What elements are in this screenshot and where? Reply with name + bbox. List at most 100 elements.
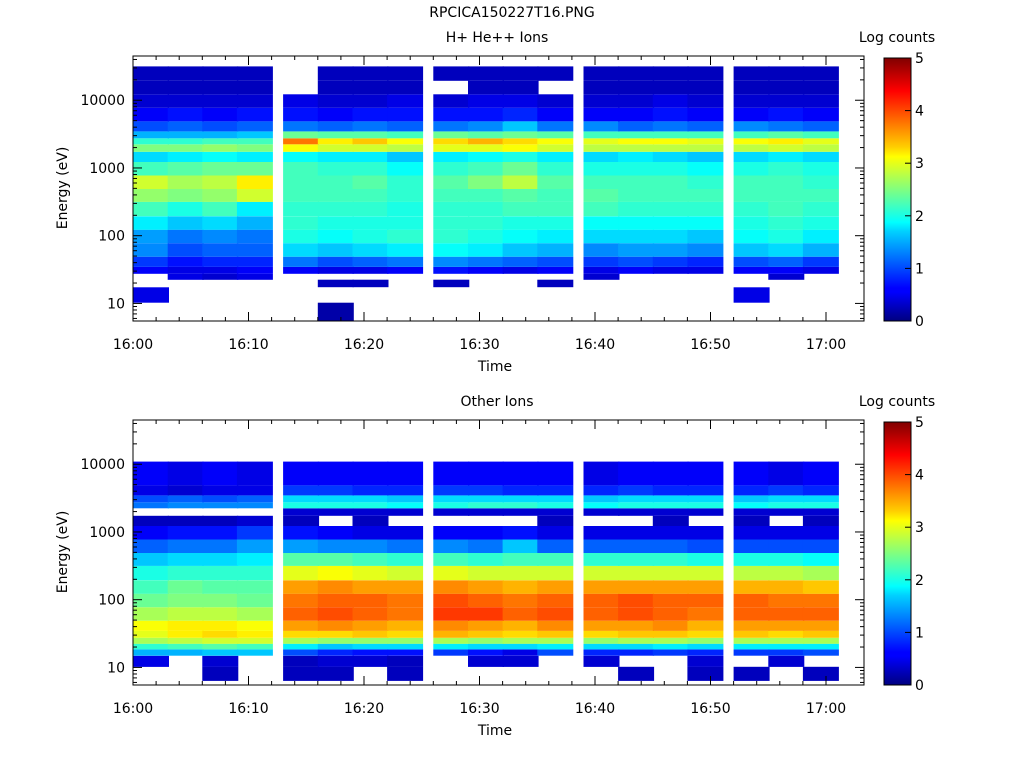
heatmap-cell xyxy=(433,162,470,176)
heatmap-cell xyxy=(202,643,239,650)
heatmap-cell xyxy=(468,637,504,644)
heatmap-cell xyxy=(433,565,470,581)
heatmap-cell xyxy=(768,565,805,581)
heatmap-cell xyxy=(768,256,805,267)
heatmap-cell xyxy=(618,94,655,108)
heatmap-cell xyxy=(802,107,839,122)
heatmap-cell xyxy=(433,201,470,217)
heatmap-cell xyxy=(133,216,169,230)
heatmap-cell xyxy=(733,502,770,509)
heatmap-cell xyxy=(236,151,273,162)
heatmap-cell xyxy=(202,539,239,553)
heatmap-cell xyxy=(502,151,539,162)
heatmap-cell xyxy=(652,643,689,650)
heatmap-cell xyxy=(652,565,689,581)
heatmap-cell xyxy=(687,144,724,152)
heatmap-cell xyxy=(652,495,689,503)
heatmap-cell xyxy=(283,565,320,581)
heatmap-cell xyxy=(502,620,539,631)
heatmap-cell xyxy=(618,461,655,486)
heatmap-cell xyxy=(317,266,354,274)
heatmap-cell xyxy=(652,151,689,162)
heatmap-cell xyxy=(687,175,724,189)
heatmap-cell xyxy=(502,485,539,496)
heatmap-cell xyxy=(202,80,239,95)
heatmap-cell xyxy=(283,201,320,217)
heatmap-cell xyxy=(583,461,620,486)
heatmap-cell xyxy=(202,553,239,566)
heatmap-cell xyxy=(236,131,273,139)
heatmap-cell xyxy=(687,162,724,176)
heatmap-cell xyxy=(652,66,689,81)
y-tick-label: 10000 xyxy=(80,457,125,473)
heatmap-cell xyxy=(317,553,354,566)
heatmap-cell xyxy=(317,189,354,202)
heatmap-cell xyxy=(283,630,320,638)
heatmap-cell xyxy=(618,243,655,257)
heatmap-cell xyxy=(583,66,620,81)
colorbar-tick-label: 5 xyxy=(915,51,924,67)
heatmap-cell xyxy=(468,243,504,257)
heatmap-cell xyxy=(537,107,574,122)
heatmap-cell xyxy=(537,138,574,145)
heatmap-cell xyxy=(733,287,770,303)
heatmap-cell xyxy=(768,630,805,638)
heatmap-cell xyxy=(387,565,424,581)
heatmap-cell xyxy=(537,526,574,540)
heatmap-cell xyxy=(202,151,239,162)
heatmap-cell xyxy=(618,162,655,176)
heatmap-cell xyxy=(433,138,470,145)
heatmap-cell xyxy=(202,649,239,656)
heatmap-cell xyxy=(317,80,354,95)
heatmap-cell xyxy=(652,229,689,244)
heatmap-cell xyxy=(283,131,320,139)
heatmap-cell xyxy=(167,162,204,176)
heatmap-cell xyxy=(283,515,320,526)
heatmap-cell xyxy=(433,151,470,162)
heatmap-cell xyxy=(236,266,273,274)
heatmap-cell xyxy=(167,502,204,509)
heatmap-cells xyxy=(133,66,839,321)
heatmap-cell xyxy=(387,201,424,217)
heatmap-cell xyxy=(537,508,574,516)
heatmap-cell xyxy=(433,649,470,656)
heatmap-cell xyxy=(802,630,839,638)
heatmap-cell xyxy=(618,107,655,122)
heatmap-cell xyxy=(352,630,389,638)
heatmap-cell xyxy=(733,593,770,608)
heatmap-cell xyxy=(236,539,273,553)
heatmap-cell xyxy=(583,495,620,503)
heatmap-cell xyxy=(352,515,389,526)
heatmap-cell xyxy=(583,229,620,244)
heatmap-cell xyxy=(687,502,724,509)
heatmap-cell xyxy=(768,526,805,540)
heatmap-cell xyxy=(652,175,689,189)
heatmap-cell xyxy=(537,144,574,152)
heatmap-cell xyxy=(652,256,689,267)
heatmap-cell xyxy=(202,655,239,667)
heatmap-cell xyxy=(133,485,169,496)
heatmap-cell xyxy=(468,189,504,202)
heatmap-cell xyxy=(133,256,169,267)
heatmap-cell xyxy=(537,229,574,244)
heatmap-cell xyxy=(167,131,204,139)
heatmap-cell xyxy=(167,565,204,581)
heatmap-cell xyxy=(317,216,354,230)
heatmap-cell xyxy=(537,502,574,509)
heatmap-cell xyxy=(583,256,620,267)
heatmap-cell xyxy=(167,201,204,217)
heatmap-cell xyxy=(583,508,620,516)
heatmap-cell xyxy=(433,243,470,257)
heatmap-cell xyxy=(468,461,504,486)
heatmap-cell xyxy=(283,655,320,667)
heatmap-cell xyxy=(133,593,169,608)
heatmap-cell xyxy=(618,630,655,638)
colorbar xyxy=(883,421,912,686)
colorbar-tick-label: 0 xyxy=(915,678,924,694)
heatmap-cell xyxy=(283,461,320,486)
heatmap-cell xyxy=(387,107,424,122)
heatmap-cell xyxy=(468,266,504,274)
heatmap-cell xyxy=(433,495,470,503)
heatmap-cell xyxy=(202,201,239,217)
